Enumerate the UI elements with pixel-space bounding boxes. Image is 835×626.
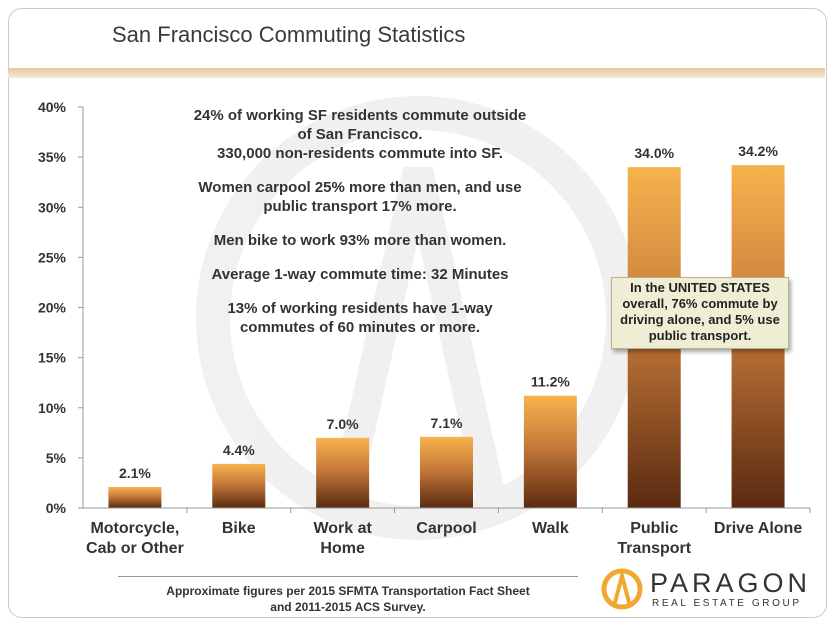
note-non-residents: 330,000 non-residents commute into SF.	[217, 145, 503, 162]
bar-value-label: 7.0%	[327, 416, 359, 432]
x-axis: Motorcycle, Cab or Other Bike Work at Home Ca…	[83, 507, 811, 557]
x-tick-label: Carpool	[416, 520, 476, 537]
note-men-bike: Men bike to work 93% more than women.	[213, 232, 507, 249]
x-tick-label: Bike	[222, 520, 256, 537]
bar-value-label: 11.2%	[531, 374, 570, 390]
x-tick-label: Drive Alone	[714, 520, 802, 537]
bar	[523, 395, 577, 508]
source-footer: Approximate figures per 2015 SFMTA Trans…	[118, 583, 578, 615]
bar-value-label: 34.0%	[634, 145, 674, 161]
us-callout: In the UNITED STATES overall, 76% commut…	[611, 277, 789, 349]
x-tick-label: Public Transport	[617, 520, 691, 557]
note-outside-commute: 24% of working SF residents commute outs…	[193, 107, 527, 143]
bar-value-label: 7.1%	[431, 415, 463, 431]
chart-title: San Francisco Commuting Statistics	[112, 22, 466, 47]
y-tick-label: 0%	[46, 500, 67, 516]
bar	[420, 436, 473, 508]
bar	[316, 437, 370, 508]
x-tick-label: Work at Home	[313, 520, 372, 557]
note-women: Women carpool 25% more than men, and use…	[198, 179, 522, 215]
source-line-1: Approximate figures per 2015 SFMTA Trans…	[166, 584, 530, 598]
bar-value-label: 34.2%	[738, 143, 778, 159]
bar	[212, 463, 266, 508]
bar-value-label: 2.1%	[119, 465, 151, 481]
y-tick-label: 25%	[38, 249, 67, 265]
paragon-logo-tagline: REAL ESTATE GROUP	[652, 598, 802, 609]
bar	[108, 486, 162, 508]
y-tick-label: 10%	[38, 400, 67, 416]
x-tick-label: Walk	[532, 520, 569, 537]
y-tick-label: 35%	[38, 149, 67, 165]
paragon-logo-icon	[601, 568, 643, 610]
paragon-logo-name: PARAGON	[650, 568, 812, 598]
footer-rule	[118, 576, 578, 577]
y-axis: 0% 5% 10% 15% 20% 25% 30% 35% 40%	[38, 99, 84, 516]
note-long-commutes: 13% of working residents have 1-way comm…	[227, 300, 493, 336]
note-average-time: Average 1-way commute time: 32 Minutes	[211, 266, 509, 283]
title-rule	[8, 68, 825, 78]
y-tick-label: 5%	[46, 450, 67, 466]
notes-block: 24% of working SF residents commute outs…	[190, 106, 530, 352]
y-tick-label: 15%	[38, 350, 67, 366]
y-tick-label: 40%	[38, 99, 67, 115]
bar-value-label: 4.4%	[223, 442, 255, 458]
x-tick-label: Motorcycle, Cab or Other	[86, 520, 184, 557]
y-tick-label: 20%	[38, 300, 67, 316]
y-tick-label: 30%	[38, 199, 67, 215]
source-line-2: and 2011-2015 ACS Survey.	[270, 600, 426, 614]
